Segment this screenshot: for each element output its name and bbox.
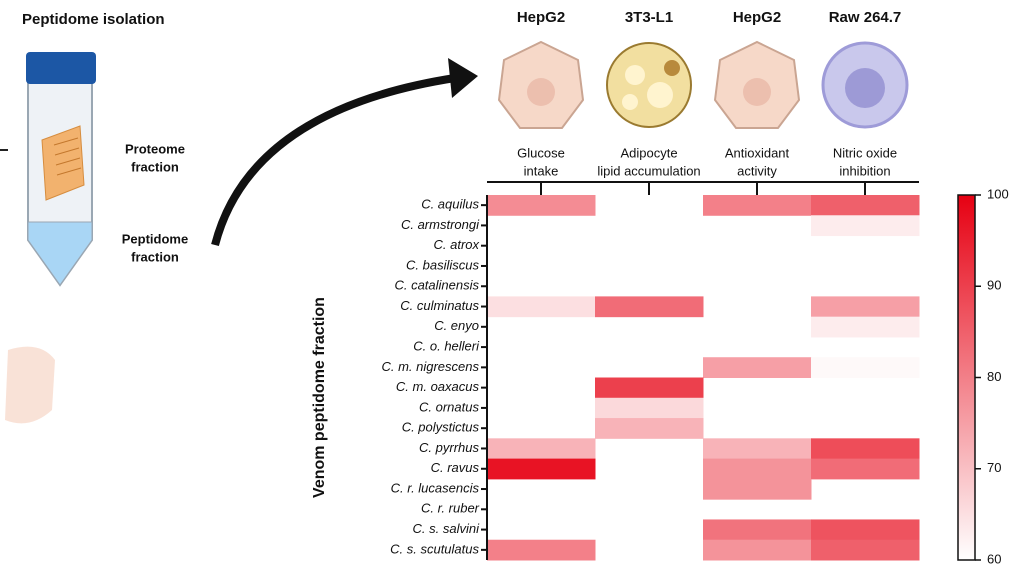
left-title: Peptidome isolation: [22, 11, 165, 28]
row-label: C. culminatus: [400, 298, 479, 313]
column-label: Antioxidant: [725, 145, 790, 160]
tube-label: fraction: [131, 159, 179, 174]
row-label: C. s. salvini: [413, 521, 481, 536]
column-label: activity: [737, 163, 777, 178]
row-label: C. s. scutulatus: [390, 541, 479, 556]
heat-cell: [487, 296, 596, 318]
heat-cell: [703, 458, 812, 480]
column-label: Nitric oxide: [833, 145, 897, 160]
column-label: Adipocyte: [620, 145, 677, 160]
column-label: intake: [524, 163, 559, 178]
heat-cell: [811, 357, 920, 378]
heat-cell: [595, 296, 704, 318]
cell-type: HepG2: [733, 9, 781, 26]
row-label: C. polystictus: [402, 420, 480, 435]
colorbar-tick-label: 80: [987, 369, 1001, 384]
row-label: C. enyo: [434, 318, 479, 333]
heat-cell: [595, 397, 704, 419]
colorbar-tick-label: 100: [987, 186, 1009, 201]
colorbar-tick-label: 90: [987, 278, 1001, 293]
heat-cell: [703, 195, 812, 216]
heat-cell: [811, 215, 920, 237]
column-label: inhibition: [839, 163, 890, 178]
cell-type: HepG2: [517, 9, 565, 26]
tube: [0, 52, 96, 287]
colorbar-tick-label: 60: [987, 551, 1001, 566]
y-axis-label: Venom peptidome fraction: [311, 297, 328, 498]
row-label: C. basiliscus: [406, 257, 479, 272]
cell-type: Raw 264.7: [829, 9, 902, 26]
row-label: C. r. lucasencis: [391, 480, 480, 495]
row-label: C. aquilus: [421, 197, 479, 212]
row-label: C. atrox: [433, 237, 479, 252]
cell-icons: [497, 40, 909, 129]
heat-cell: [811, 539, 920, 561]
row-label: C. pyrrhus: [419, 440, 479, 455]
heat-cell: [487, 458, 596, 480]
colorbar-tick-label: 70: [987, 460, 1001, 475]
heat-cell: [595, 418, 704, 439]
heat-cell: [703, 438, 812, 460]
heat-cell: [811, 195, 920, 216]
heat-cell: [487, 539, 596, 561]
heat-cell: [703, 519, 812, 541]
heat-cell: [487, 195, 596, 216]
heat-cell: [811, 458, 920, 480]
heat-cell: [811, 296, 920, 318]
row-label: C. r. ruber: [421, 501, 480, 516]
row-label: C. o. helleri: [413, 339, 480, 354]
heat-cell: [595, 377, 704, 399]
row-label: C. ornatus: [419, 399, 479, 414]
heat-cell: [703, 357, 812, 378]
tube-label: Proteome: [125, 141, 185, 156]
blob: [5, 346, 55, 424]
colorbar: [957, 194, 976, 561]
row-label: C. armstrongi: [401, 217, 480, 232]
tube-label: fraction: [131, 249, 179, 264]
arrowhead: [448, 58, 478, 98]
heat-cell: [703, 478, 812, 500]
tube-label: Peptidome: [122, 231, 188, 246]
row-label: C. m. nigrescens: [381, 359, 479, 374]
column-label: lipid accumulation: [597, 163, 700, 178]
column-label: Glucose: [517, 145, 565, 160]
row-label: C. m. oaxacus: [396, 379, 480, 394]
row-label: C. ravus: [431, 460, 480, 475]
arrow: [211, 74, 456, 247]
row-label: C. catalinensis: [394, 278, 479, 293]
heat-cell: [703, 539, 812, 561]
heat-cell: [811, 316, 920, 338]
heat-cell: [811, 438, 920, 460]
heat-cell: [487, 438, 596, 460]
cell-type: 3T3-L1: [625, 9, 673, 26]
heat-cell: [811, 519, 920, 541]
